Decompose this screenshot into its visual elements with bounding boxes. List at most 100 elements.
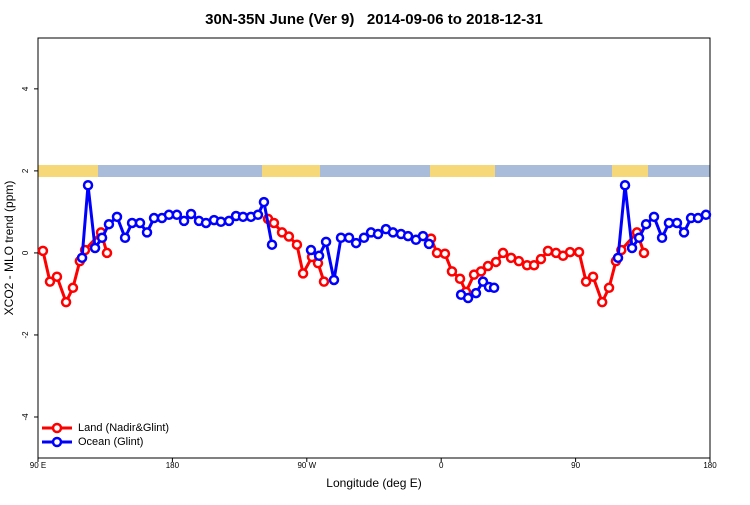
- data-point: [573, 246, 585, 258]
- data-point: [417, 230, 429, 242]
- data-point: [305, 244, 317, 256]
- data-point: [103, 218, 115, 230]
- x-axis-label: Longitude (deg E): [326, 476, 421, 490]
- data-point: [200, 217, 212, 229]
- data-point: [320, 236, 332, 248]
- data-point: [488, 282, 500, 294]
- data-point: [640, 218, 652, 230]
- data-point: [402, 230, 414, 242]
- data-point: [638, 247, 650, 259]
- y-tick-label: 4: [21, 86, 30, 91]
- data-point: [350, 237, 362, 249]
- data-point: [470, 287, 482, 299]
- data-point: [101, 247, 113, 259]
- data-point: [111, 211, 123, 223]
- data-point: [185, 208, 197, 220]
- data-point: [475, 266, 487, 277]
- legend-label: Ocean (Glint): [78, 436, 143, 448]
- data-point: [67, 282, 79, 294]
- data-point: [648, 211, 660, 223]
- land-strip: [612, 165, 648, 177]
- data-point: [528, 259, 540, 271]
- plot-frame: [37, 37, 711, 459]
- data-point: [663, 217, 675, 229]
- data-point: [564, 246, 576, 258]
- x-tick-label: 90 W: [297, 461, 316, 470]
- data-point: [612, 252, 624, 264]
- data-point: [439, 248, 451, 259]
- data-point: [291, 239, 303, 250]
- data-point: [252, 209, 264, 221]
- y-tick-label: 2: [21, 168, 30, 173]
- x-tick-label: 90: [571, 461, 580, 470]
- data-point: [633, 232, 645, 243]
- data-point: [482, 260, 494, 272]
- data-point: [266, 239, 278, 250]
- data-point: [76, 252, 88, 264]
- land-ocean-strip: [38, 165, 710, 177]
- data-point: [313, 250, 325, 262]
- data-point: [318, 276, 330, 287]
- data-point: [678, 227, 690, 238]
- land-strip: [430, 165, 495, 177]
- data-point: [596, 296, 608, 308]
- data-point: [268, 217, 280, 229]
- data-point: [343, 232, 355, 243]
- data-point: [141, 227, 153, 238]
- data-point: [542, 245, 554, 257]
- data-point: [223, 215, 235, 227]
- data-point: [258, 196, 270, 208]
- chart-title: 30N-35N June (Ver 9) 2014-09-06 to 2018-…: [205, 11, 543, 28]
- data-point: [96, 232, 108, 243]
- x-tick-label: 0: [439, 461, 444, 470]
- data-point: [283, 231, 295, 242]
- data-point: [215, 216, 227, 227]
- data-point: [535, 253, 547, 265]
- data-point: [82, 179, 94, 191]
- data-point: [580, 276, 592, 287]
- data-point: [178, 215, 190, 227]
- data-point: [619, 179, 631, 191]
- x-tick-label: 180: [166, 461, 180, 470]
- data-point: [297, 268, 309, 279]
- data-point: [603, 282, 615, 294]
- data-point: [372, 228, 384, 240]
- ocean-strip: [38, 165, 710, 177]
- y-axis-label: XCO2 - MLO trend (ppm): [2, 181, 16, 316]
- legend-marker: [51, 422, 63, 434]
- data-point: [134, 217, 146, 229]
- data-point: [44, 276, 56, 287]
- data-point: [37, 245, 49, 257]
- data-point: [490, 256, 502, 268]
- series-line: [41, 217, 646, 304]
- data-point: [700, 209, 712, 221]
- data-point: [423, 238, 435, 250]
- data-point: [119, 232, 131, 243]
- data-point: [358, 232, 370, 243]
- data-point: [446, 266, 458, 277]
- series-line: [80, 183, 707, 300]
- data-point: [387, 227, 399, 238]
- data-point: [513, 255, 525, 267]
- y-tick-label: 0: [21, 250, 30, 255]
- data-point: [171, 209, 183, 221]
- data-point: [60, 296, 72, 308]
- legend-marker: [51, 436, 63, 448]
- data-point: [89, 242, 101, 254]
- data-point: [462, 292, 474, 304]
- legend-label: Land (Nadir&Glint): [78, 422, 169, 434]
- data-point: [335, 232, 347, 243]
- y-tick-label: -2: [21, 331, 30, 339]
- data-point: [328, 274, 340, 286]
- x-tick-label: 180: [703, 461, 717, 470]
- data-point: [454, 273, 466, 285]
- data-point: [656, 232, 668, 243]
- x-tick-label: 90 E: [30, 461, 46, 470]
- data-point: [51, 271, 63, 282]
- data-point: [587, 271, 599, 282]
- data-point: [671, 217, 683, 229]
- land-strip: [38, 165, 98, 177]
- land-strip: [262, 165, 320, 177]
